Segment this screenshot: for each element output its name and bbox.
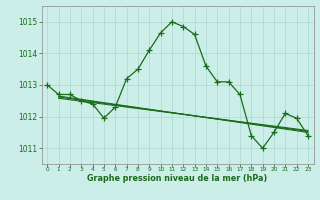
X-axis label: Graphe pression niveau de la mer (hPa): Graphe pression niveau de la mer (hPa) xyxy=(87,174,268,183)
